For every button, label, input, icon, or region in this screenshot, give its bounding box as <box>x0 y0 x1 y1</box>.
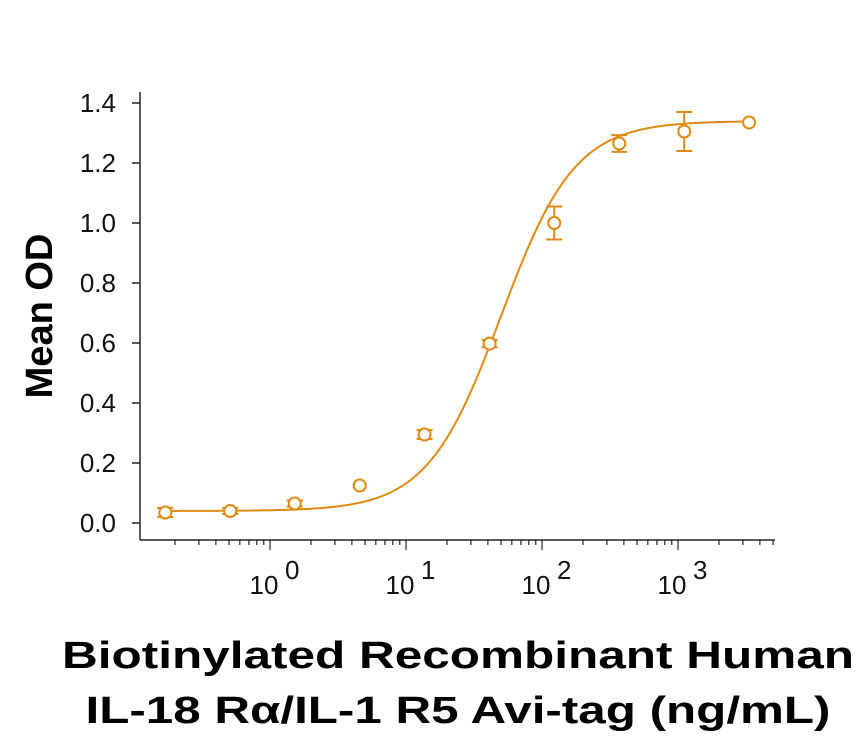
data-points <box>157 111 757 520</box>
point-marker <box>223 504 238 518</box>
y-tick-label: 0.6 <box>80 328 116 358</box>
x-tick-label: 10 <box>386 570 415 600</box>
data-point <box>157 505 174 520</box>
y-tick-label: 1.4 <box>80 88 116 118</box>
point-marker <box>482 336 497 351</box>
x-tick-label: 10 <box>250 570 279 600</box>
y-tick-label: 0.0 <box>80 508 116 538</box>
y-tick-label: 1.0 <box>80 208 116 238</box>
y-ticks: 0.0 0.2 0.4 0.6 0.8 1.0 1.2 1.4 <box>80 88 140 538</box>
y-axis-title: Mean OD <box>19 234 61 399</box>
y-tick-label: 0.2 <box>80 448 116 478</box>
point-marker <box>547 216 562 230</box>
point-marker <box>742 115 757 130</box>
x-tick-exponent: 0 <box>285 555 299 585</box>
data-point <box>416 427 433 442</box>
data-point <box>742 115 757 130</box>
point-marker <box>417 427 432 442</box>
data-point <box>352 478 367 493</box>
x-axis: 10 0 10 1 10 2 10 3 <box>140 539 775 600</box>
data-point <box>481 336 498 351</box>
y-tick-label: 1.2 <box>80 148 116 178</box>
y-tick-label: 0.4 <box>80 388 116 418</box>
point-marker <box>677 124 692 139</box>
x-tick-label: 10 <box>658 570 687 600</box>
x-tick-exponent: 3 <box>693 555 707 585</box>
data-point <box>611 134 628 153</box>
point-marker <box>158 505 173 520</box>
x-axis-title-line-1: Biotinylated Recombinant Human <box>62 635 854 677</box>
point-marker <box>287 496 302 511</box>
point-marker <box>612 136 627 151</box>
x-tick-label: 10 <box>522 570 551 600</box>
x-tick-exponent: 2 <box>557 555 571 585</box>
y-tick-label: 0.8 <box>80 268 116 298</box>
fit-curve <box>165 120 750 512</box>
data-point <box>222 504 239 518</box>
y-axis: 0.0 0.2 0.4 0.6 0.8 1.0 1.2 1.4 <box>80 88 141 540</box>
data-point <box>676 111 693 152</box>
point-marker <box>352 478 367 493</box>
data-point <box>546 205 563 241</box>
x-tick-exponent: 1 <box>421 555 435 585</box>
data-point <box>286 496 303 511</box>
x-axis-title-line-2: IL-18 Rα/IL-1 R5 Avi-tag (ng/mL) <box>86 690 831 732</box>
x-ticks: 10 0 10 1 10 2 10 3 <box>174 540 774 600</box>
